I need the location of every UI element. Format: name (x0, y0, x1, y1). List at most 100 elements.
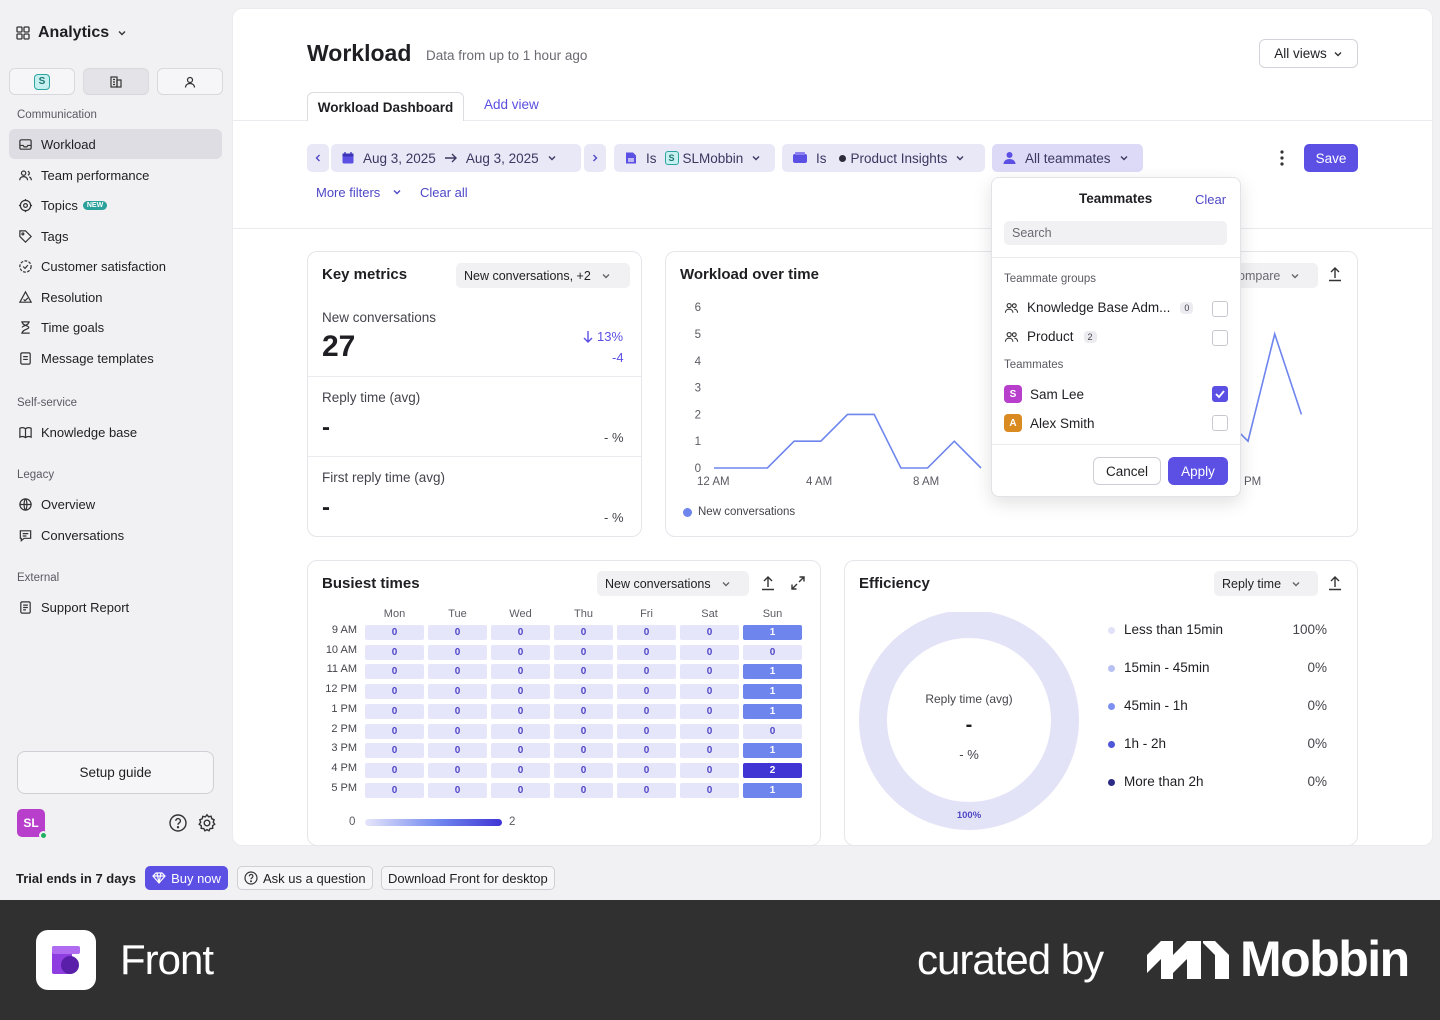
heatmap-cell[interactable]: 0 (554, 762, 613, 778)
heatmap-cell[interactable]: 1 (743, 664, 802, 680)
heatmap-cell[interactable]: 0 (617, 723, 676, 739)
compare-selector[interactable]: ompare (1230, 263, 1318, 288)
teammate-checkbox[interactable] (1212, 415, 1228, 431)
heatmap-cell[interactable]: 0 (365, 743, 424, 759)
date-next-button[interactable] (584, 144, 606, 172)
heatmap-cell[interactable]: 0 (428, 762, 487, 778)
sidebar-item-resolution[interactable]: Resolution (9, 282, 222, 312)
heatmap-cell[interactable]: 0 (554, 644, 613, 660)
heatmap-cell[interactable]: 0 (365, 664, 424, 680)
all-views-dropdown[interactable]: All views (1259, 39, 1358, 68)
tab-add-view[interactable]: Add view (484, 97, 539, 112)
heatmap-cell[interactable]: 0 (491, 664, 550, 680)
heatmap-cell[interactable]: 0 (680, 782, 739, 798)
busiest-times-selector[interactable]: New conversations (597, 571, 749, 596)
heatmap-cell[interactable]: 0 (617, 684, 676, 700)
export-icon[interactable] (760, 575, 776, 591)
scope-company[interactable] (83, 68, 149, 95)
heatmap-cell[interactable]: 0 (743, 723, 802, 739)
group-checkbox[interactable] (1212, 330, 1228, 346)
heatmap-cell[interactable]: 0 (365, 684, 424, 700)
heatmap-cell[interactable]: 0 (554, 625, 613, 640)
sidebar-item-overview[interactable]: Overview (9, 489, 222, 519)
clear-all-button[interactable]: Clear all (420, 185, 468, 200)
heatmap-cell[interactable]: 0 (617, 743, 676, 759)
scope-user[interactable] (157, 68, 223, 95)
setup-guide-button[interactable]: Setup guide (17, 751, 214, 794)
sidebar-item-team-performance[interactable]: Team performance (9, 160, 222, 190)
heatmap-cell[interactable]: 0 (680, 723, 739, 739)
sidebar-item-support-report[interactable]: Support Report (9, 592, 222, 622)
sidebar-item-time-goals[interactable]: Time goals (9, 312, 222, 342)
heatmap-cell[interactable]: 0 (680, 762, 739, 778)
heatmap-cell[interactable]: 1 (743, 625, 802, 640)
heatmap-cell[interactable]: 0 (617, 644, 676, 660)
heatmap-cell[interactable]: 0 (491, 703, 550, 719)
heatmap-cell[interactable]: 0 (491, 743, 550, 759)
sidebar-item-customer-satisfaction[interactable]: Customer satisfaction (9, 251, 222, 281)
heatmap-cell[interactable]: 1 (743, 782, 802, 798)
heatmap-cell[interactable]: 0 (428, 664, 487, 680)
heatmap-cell[interactable]: 1 (743, 684, 802, 700)
ask-question-button[interactable]: Ask us a question (237, 866, 373, 890)
heatmap-cell[interactable]: 0 (554, 664, 613, 680)
heatmap-cell[interactable]: 0 (680, 664, 739, 680)
heatmap-cell[interactable]: 0 (680, 684, 739, 700)
teammate-item-alex-smith[interactable]: A Alex Smith (1004, 414, 1095, 432)
heatmap-cell[interactable]: 0 (428, 625, 487, 640)
heatmap-cell[interactable]: 0 (617, 703, 676, 719)
heatmap-cell[interactable]: 0 (617, 782, 676, 798)
team-filter[interactable]: Is Product Insights (782, 144, 985, 172)
sidebar-item-message-templates[interactable]: Message templates (9, 343, 222, 373)
save-button[interactable]: Save (1304, 144, 1358, 172)
heatmap-cell[interactable]: 0 (491, 625, 550, 640)
efficiency-selector[interactable]: Reply time (1214, 571, 1318, 596)
heatmap-cell[interactable]: 0 (680, 644, 739, 660)
heatmap-cell[interactable]: 0 (617, 664, 676, 680)
sidebar-item-workload[interactable]: Workload (9, 129, 222, 159)
heatmap-cell[interactable]: 0 (365, 782, 424, 798)
avatar[interactable]: SL (17, 809, 48, 840)
sidebar-item-tags[interactable]: Tags (9, 221, 222, 251)
heatmap-cell[interactable]: 0 (365, 625, 424, 640)
popover-clear-button[interactable]: Clear (1195, 192, 1227, 207)
group-item-product[interactable]: Product 2 (1004, 329, 1097, 344)
heatmap-cell[interactable]: 0 (428, 644, 487, 660)
tab-workload-dashboard[interactable]: Workload Dashboard (307, 92, 464, 121)
teammates-filter[interactable]: All teammates (992, 144, 1143, 172)
inbox-filter[interactable]: Is S SLMobbin (614, 144, 775, 172)
date-range-picker[interactable]: Aug 3, 2025 Aug 3, 2025 (331, 144, 581, 172)
heatmap-cell[interactable]: 0 (428, 743, 487, 759)
scope-personal-inbox[interactable]: S (9, 68, 75, 95)
heatmap-cell[interactable]: 0 (365, 723, 424, 739)
buy-now-button[interactable]: Buy now (145, 866, 228, 890)
heatmap-cell[interactable]: 0 (428, 782, 487, 798)
app-switcher[interactable]: Analytics (16, 24, 127, 42)
expand-icon[interactable] (790, 575, 806, 591)
heatmap-cell[interactable]: 0 (680, 703, 739, 719)
heatmap-cell[interactable]: 0 (554, 723, 613, 739)
heatmap-cell[interactable]: 0 (617, 762, 676, 778)
heatmap-cell[interactable]: 0 (491, 644, 550, 660)
heatmap-cell[interactable]: 0 (428, 703, 487, 719)
export-icon[interactable] (1327, 575, 1343, 591)
help-icon[interactable] (168, 813, 188, 833)
heatmap-cell[interactable]: 0 (428, 684, 487, 700)
heatmap-cell[interactable]: 0 (365, 762, 424, 778)
settings-gear-icon[interactable] (197, 813, 217, 833)
heatmap-cell[interactable]: 2 (743, 762, 802, 778)
teammate-item-sam-lee[interactable]: S Sam Lee (1004, 385, 1084, 403)
heatmap-cell[interactable]: 0 (743, 644, 802, 660)
apply-button[interactable]: Apply (1168, 457, 1228, 485)
heatmap-cell[interactable]: 0 (554, 703, 613, 719)
more-filters-button[interactable]: More filters (316, 185, 402, 200)
heatmap-cell[interactable]: 0 (491, 782, 550, 798)
heatmap-cell[interactable]: 0 (554, 782, 613, 798)
heatmap-cell[interactable]: 1 (743, 743, 802, 759)
heatmap-cell[interactable]: 0 (554, 743, 613, 759)
group-item-knowledge-base[interactable]: Knowledge Base Adm... 0 (1004, 300, 1194, 315)
teammate-checkbox-checked[interactable] (1212, 386, 1228, 402)
heatmap-cell[interactable]: 0 (617, 625, 676, 640)
sidebar-item-knowledge-base[interactable]: Knowledge base (9, 417, 222, 447)
heatmap-cell[interactable]: 0 (680, 625, 739, 640)
